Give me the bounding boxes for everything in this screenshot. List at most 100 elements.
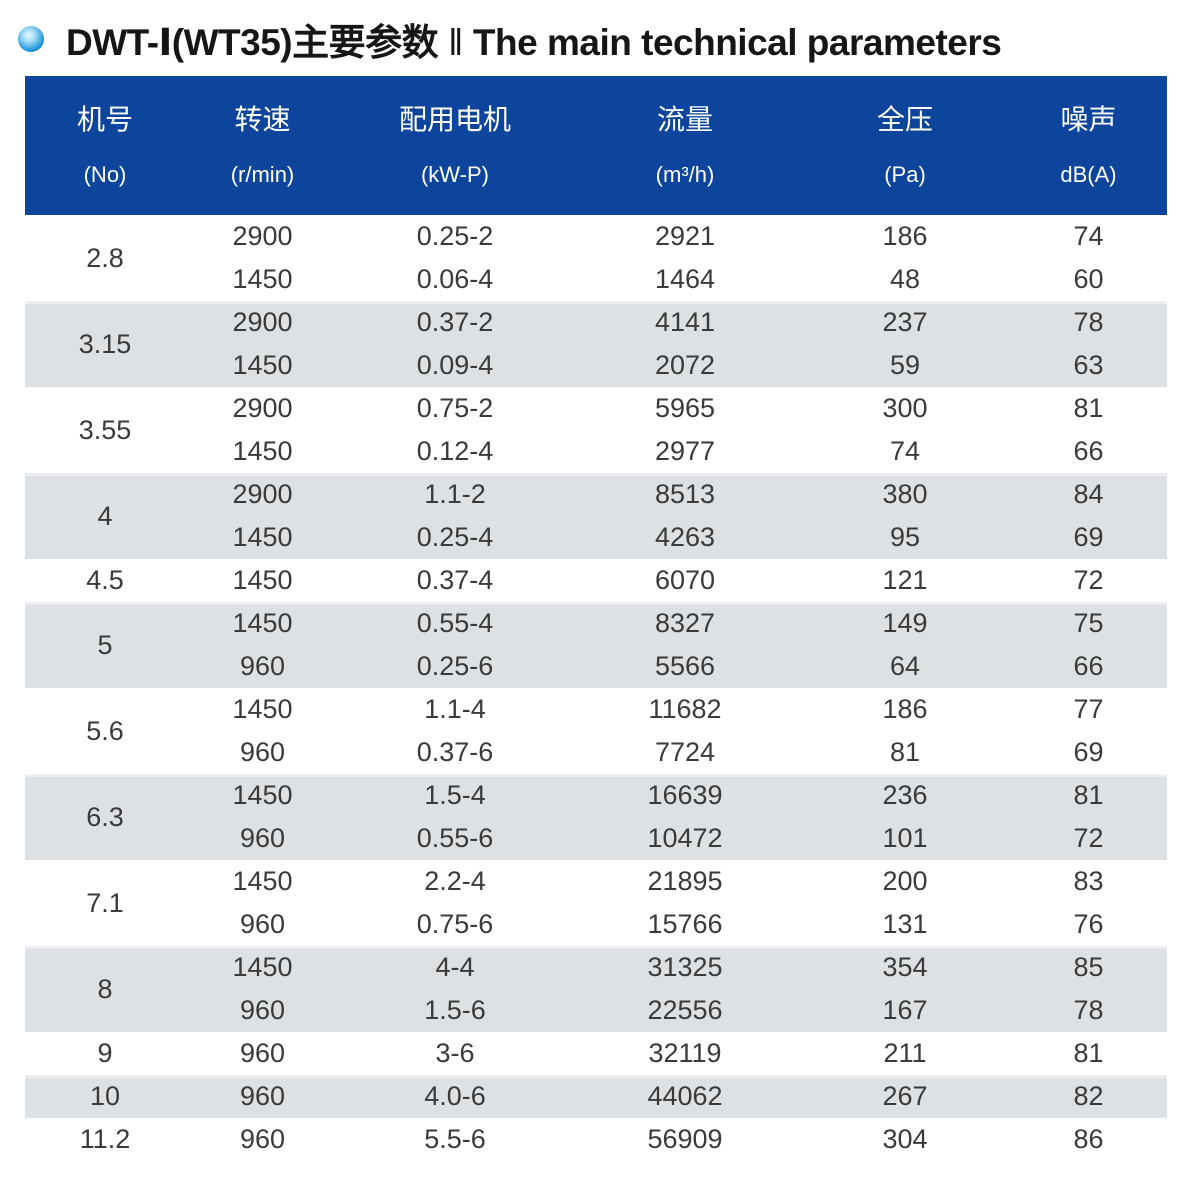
flow-cell: 31325 — [570, 946, 800, 989]
noise-cell: 72 — [1010, 817, 1167, 860]
page-title-divider: ‖ — [448, 22, 463, 63]
table-row: 1450 0.25-4 4263 95 69 — [25, 516, 1167, 559]
flow-cell: 2921 — [570, 215, 800, 258]
pressure-cell: 121 — [800, 559, 1010, 602]
noise-cell: 69 — [1010, 731, 1167, 774]
col-header-speed: 转速 (r/min) — [185, 76, 340, 215]
motor-cell: 1.5-6 — [340, 989, 570, 1032]
col-header-pressure-label: 全压 — [876, 103, 933, 135]
table-row: 4.5 1450 0.37-4 6070 121 72 — [25, 559, 1167, 602]
fan-no-cell: 9 — [25, 1032, 185, 1075]
flow-cell: 16639 — [570, 774, 800, 817]
fan-no-cell: 4.5 — [25, 559, 185, 602]
speed-cell: 1450 — [185, 774, 340, 817]
table-row: 960 0.55-6 10472 101 72 — [25, 817, 1167, 860]
motor-cell: 1.1-4 — [340, 688, 570, 731]
noise-cell: 77 — [1010, 688, 1167, 731]
flow-cell: 1464 — [570, 258, 800, 301]
noise-cell: 63 — [1010, 344, 1167, 387]
flow-cell: 5965 — [570, 387, 800, 430]
col-header-speed-unit: (r/min) — [230, 161, 295, 187]
speed-cell: 960 — [185, 1032, 340, 1075]
blue-sphere-bullet-icon — [18, 26, 44, 52]
motor-cell: 1.5-4 — [340, 774, 570, 817]
header-row: 机号 (No) 转速 (r/min) 配用电机 (kW-P) 流量 (m³/h)… — [25, 76, 1167, 215]
noise-cell: 85 — [1010, 946, 1167, 989]
fan-no-cell: 10 — [25, 1075, 185, 1118]
pressure-cell: 95 — [800, 516, 1010, 559]
speed-cell: 1450 — [185, 602, 340, 645]
col-header-no-label: 机号 — [76, 103, 133, 135]
noise-cell: 86 — [1010, 1118, 1167, 1161]
motor-cell: 0.75-6 — [340, 903, 570, 946]
table-row: 5 1450 0.55-4 8327 149 75 — [25, 602, 1167, 688]
pressure-cell: 101 — [800, 817, 1010, 860]
flow-cell: 10472 — [570, 817, 800, 860]
motor-cell: 3-6 — [340, 1032, 570, 1075]
motor-cell: 0.25-6 — [340, 645, 570, 688]
pressure-cell: 167 — [800, 989, 1010, 1032]
motor-cell: 0.37-6 — [340, 731, 570, 774]
fan-no-cell: 7.1 — [25, 860, 185, 946]
motor-cell: 0.06-4 — [340, 258, 570, 301]
speed-cell: 1450 — [185, 860, 340, 903]
page-title-english: The main technical parameters — [472, 22, 1002, 63]
col-header-flow: 流量 (m³/h) — [570, 76, 800, 215]
noise-cell: 75 — [1010, 602, 1167, 645]
noise-cell: 84 — [1010, 473, 1167, 516]
motor-cell: 0.37-4 — [340, 559, 570, 602]
motor-cell: 0.25-4 — [340, 516, 570, 559]
pressure-cell: 200 — [800, 860, 1010, 903]
table-row: 10 960 4.0-6 44062 267 82 — [25, 1075, 1167, 1118]
col-header-motor: 配用电机 (kW-P) — [340, 76, 570, 215]
flow-cell: 56909 — [570, 1118, 800, 1161]
noise-cell: 60 — [1010, 258, 1167, 301]
pressure-cell: 186 — [800, 688, 1010, 731]
motor-cell: 0.55-4 — [340, 602, 570, 645]
table-row: 960 1.5-6 22556 167 78 — [25, 989, 1167, 1032]
col-header-pressure: 全压 (Pa) — [800, 76, 1010, 215]
noise-cell: 81 — [1010, 387, 1167, 430]
flow-cell: 15766 — [570, 903, 800, 946]
speed-cell: 960 — [185, 731, 340, 774]
speed-cell: 2900 — [185, 301, 340, 344]
fan-no-cell: 5.6 — [25, 688, 185, 774]
pressure-cell: 211 — [800, 1032, 1010, 1075]
flow-cell: 2072 — [570, 344, 800, 387]
fan-no-cell: 2.8 — [25, 215, 185, 301]
noise-cell: 83 — [1010, 860, 1167, 903]
table-row: 3.55 2900 0.75-2 5965 300 81 — [25, 387, 1167, 473]
flow-cell: 7724 — [570, 731, 800, 774]
pressure-cell: 267 — [800, 1075, 1010, 1118]
fan-no-cell: 8 — [25, 946, 185, 1032]
motor-cell: 0.12-4 — [340, 430, 570, 473]
speed-cell: 1450 — [185, 344, 340, 387]
speed-cell: 1450 — [185, 258, 340, 301]
noise-cell: 72 — [1010, 559, 1167, 602]
col-header-pressure-unit: (Pa) — [884, 161, 926, 187]
page-title-model: DWT-Ⅰ(WT35)主要参数 — [66, 22, 439, 63]
flow-cell: 4141 — [570, 301, 800, 344]
table-row: 4 2900 1.1-2 8513 380 84 — [25, 473, 1167, 559]
fan-no-cell: 3.55 — [25, 387, 185, 473]
table-row: 7.1 1450 2.2-4 21895 200 83 — [25, 860, 1167, 946]
speed-cell: 1450 — [185, 430, 340, 473]
flow-cell: 32119 — [570, 1032, 800, 1075]
col-header-motor-unit: (kW-P) — [420, 161, 490, 187]
fan-no-cell: 4 — [25, 473, 185, 559]
pressure-cell: 64 — [800, 645, 1010, 688]
speed-cell: 2900 — [185, 387, 340, 430]
table-row: 6.3 1450 1.5-4 16639 236 81 — [25, 774, 1167, 860]
table-header: 机号 (No) 转速 (r/min) 配用电机 (kW-P) 流量 (m³/h)… — [25, 76, 1167, 215]
motor-cell: 4.0-6 — [340, 1075, 570, 1118]
table-row: 1450 0.12-4 2977 74 66 — [25, 430, 1167, 473]
table-row: 1450 0.06-4 1464 48 60 — [25, 258, 1167, 301]
noise-cell: 78 — [1010, 301, 1167, 344]
table-row: 5.6 1450 1.1-4 11682 186 77 — [25, 688, 1167, 774]
table-row: 960 0.75-6 15766 131 76 — [25, 903, 1167, 946]
table-row: 9 960 3-6 32119 211 81 — [25, 1032, 1167, 1075]
motor-cell: 0.75-2 — [340, 387, 570, 430]
flow-cell: 4263 — [570, 516, 800, 559]
pressure-cell: 236 — [800, 774, 1010, 817]
pressure-cell: 149 — [800, 602, 1010, 645]
